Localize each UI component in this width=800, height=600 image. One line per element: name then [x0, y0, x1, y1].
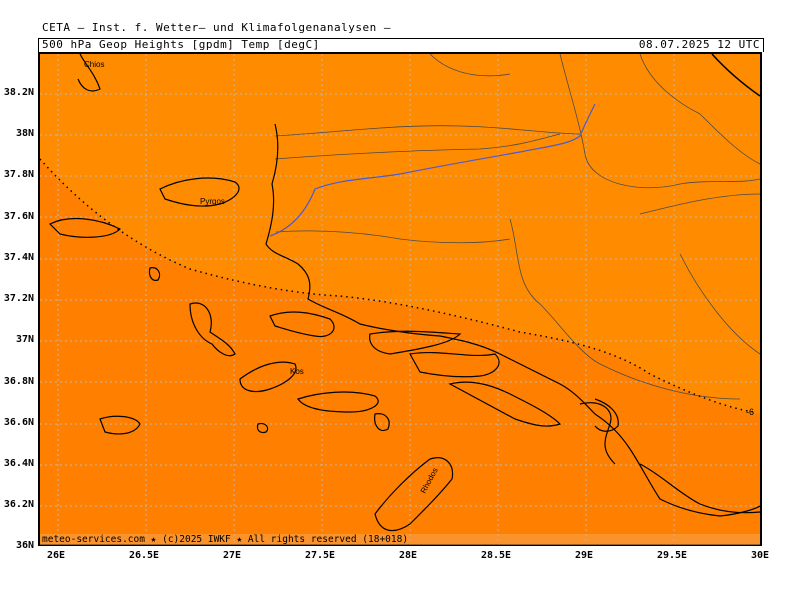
lat-label-37-8: 37.8N	[3, 169, 34, 180]
lon-label-28: 28E	[398, 550, 418, 561]
coastlines	[48, 54, 760, 532]
institute-title: CETA — Inst. f. Wetter— und Klimafolgena…	[42, 21, 392, 34]
lat-label-36-6: 36.6N	[3, 417, 34, 428]
lon-label-26-5: 26.5E	[128, 550, 160, 561]
hot-temperature-field	[40, 159, 760, 544]
weather-map: -6 Chios Pyrgos Kos Rhodos	[40, 54, 760, 544]
valid-time: 08.07.2025 12 UTC	[638, 38, 760, 51]
region-borders	[274, 54, 760, 400]
lat-label-37-2: 37.2N	[3, 293, 34, 304]
lon-label-27-5: 27.5E	[304, 550, 336, 561]
lon-label-28-5: 28.5E	[480, 550, 512, 561]
map-area: -6 Chios Pyrgos Kos Rhodos	[38, 52, 762, 546]
parameter-label: 500 hPa Geop Heights [gpdm] Temp [degC]	[42, 38, 320, 51]
lon-label-30: 30E	[750, 550, 770, 561]
lat-label-38: 38N	[15, 128, 34, 139]
lon-label-27: 27E	[222, 550, 242, 561]
lon-label-26: 26E	[46, 550, 66, 561]
copyright-notice: meteo-services.com ★ (c)2025 IWKF ★ All …	[42, 534, 409, 545]
place-label-kos: Kos	[290, 367, 304, 376]
lat-label-36-2: 36.2N	[3, 499, 34, 510]
copyright-band	[40, 534, 760, 545]
lat-lon-grid	[40, 54, 760, 544]
lat-label-36-4: 36.4N	[3, 458, 34, 469]
place-label-chios: Chios	[84, 60, 104, 69]
river-line	[269, 103, 596, 237]
lat-label-37-4: 37.4N	[3, 252, 34, 263]
isotherm-label: -6	[746, 407, 754, 417]
lat-label-36-8: 36.8N	[3, 376, 34, 387]
lat-label-36: 36N	[15, 540, 34, 551]
lon-label-29: 29E	[574, 550, 594, 561]
lon-label-29-5: 29.5E	[656, 550, 688, 561]
contour-arc	[711, 54, 760, 97]
lat-label-38-2: 38.2N	[3, 87, 34, 98]
title-bar	[38, 38, 764, 52]
lat-label-37-6: 37.6N	[3, 211, 34, 222]
lat-label-37: 37N	[15, 334, 34, 345]
place-label-pyrgos: Pyrgos	[200, 197, 225, 206]
